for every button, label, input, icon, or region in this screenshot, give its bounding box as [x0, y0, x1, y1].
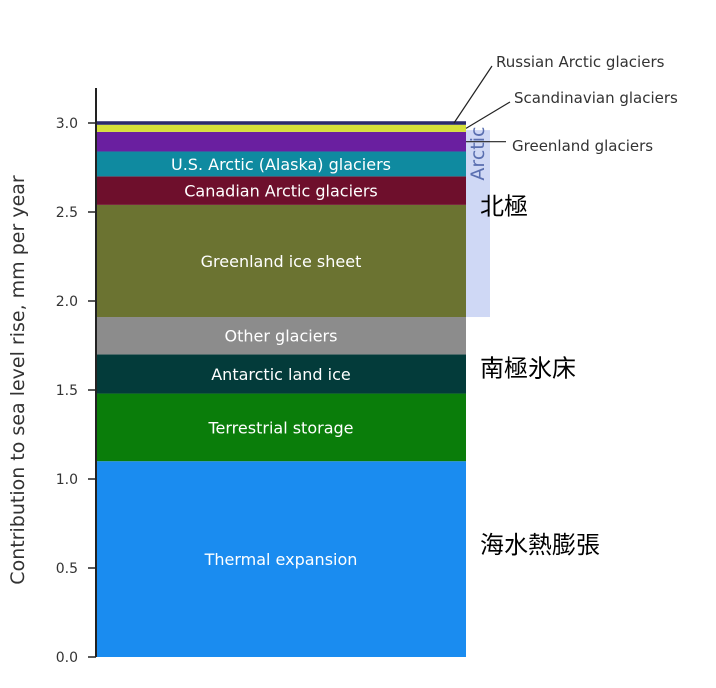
- segment-label: Antarctic land ice: [211, 365, 351, 384]
- y-tick-label: 0.5: [56, 561, 78, 577]
- annotation-3: 海水熱膨張: [480, 531, 600, 559]
- segment-other-glaciers: [96, 317, 466, 355]
- y-tick-label: 1.5: [56, 383, 78, 399]
- segment-label: Thermal expansion: [204, 550, 358, 569]
- y-tick-label: 2.5: [56, 205, 78, 221]
- callout-label-russian-arctic-glaciers: Russian Arctic glaciers: [496, 53, 665, 71]
- y-tick-label: 2.0: [56, 294, 78, 310]
- segment-greenland-ice-sheet: [96, 204, 466, 318]
- segment-label: U.S. Arctic (Alaska) glaciers: [171, 155, 391, 174]
- annotation-1: 北極: [480, 193, 528, 221]
- segment-label: Canadian Arctic glaciers: [184, 182, 378, 201]
- y-tick-label: 3.0: [56, 116, 78, 132]
- annotation-2: 南極氷床: [480, 355, 576, 383]
- arctic-label: Arctic: [467, 127, 489, 181]
- arctic-bracket: [466, 130, 490, 318]
- segment-u-s-arctic-alaska-glaciers: [96, 151, 466, 177]
- segment-label: Other glaciers: [225, 327, 338, 346]
- y-tick-label: 0.0: [56, 650, 78, 666]
- segment-greenland-glaciers: [96, 131, 466, 152]
- segment-label: Greenland ice sheet: [201, 252, 362, 271]
- callout-line: [465, 101, 511, 129]
- segment-scandinavian-glaciers: [96, 124, 466, 132]
- segment-russian-arctic-glaciers: [96, 121, 466, 125]
- y-axis-label: Contribution to sea level rise, mm per y…: [7, 175, 29, 585]
- segment-terrestrial-storage: [96, 393, 466, 462]
- callout-label-greenland-glaciers: Greenland glaciers: [512, 137, 653, 155]
- segment-thermal-expansion: [96, 461, 466, 657]
- callout-line: [453, 65, 493, 124]
- segment-label: Terrestrial storage: [207, 418, 353, 437]
- segment-canadian-arctic-glaciers: [96, 176, 466, 205]
- segment-antarctic-land-ice: [96, 354, 466, 394]
- y-tick-label: 1.0: [56, 472, 78, 488]
- callout-label-scandinavian-glaciers: Scandinavian glaciers: [514, 89, 678, 107]
